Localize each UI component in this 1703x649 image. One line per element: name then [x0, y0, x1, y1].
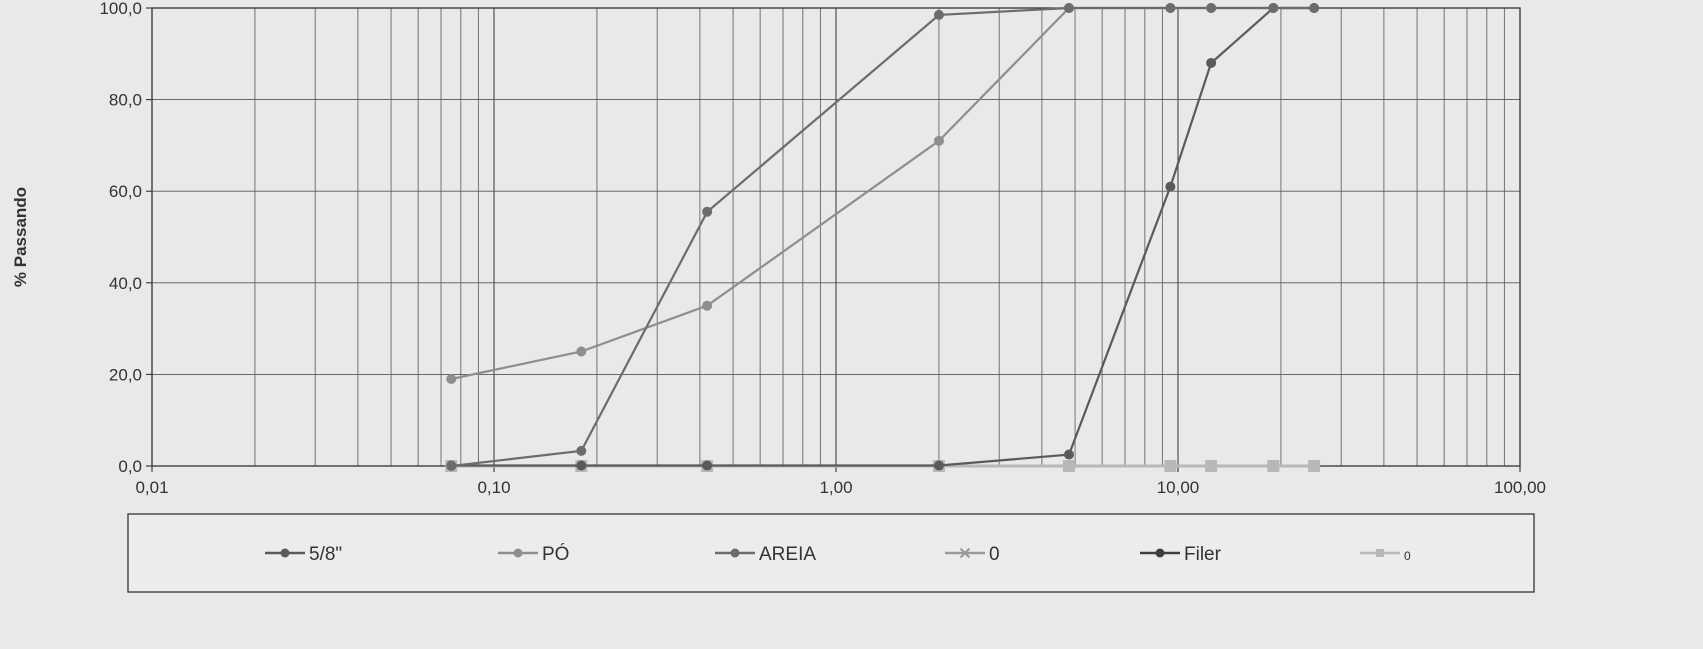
data-point — [959, 547, 971, 559]
legend-label: 0 — [1404, 549, 1411, 563]
grid — [152, 7, 1520, 466]
legend-label: 5/8" — [309, 544, 342, 565]
data-point — [1165, 3, 1176, 13]
data-point-stroke — [959, 547, 971, 559]
data-point — [702, 300, 713, 311]
legend-entry: 5/8" — [265, 544, 342, 565]
data-point — [1376, 549, 1384, 557]
y-tick-label: 20,0 — [109, 365, 142, 384]
x-tick-label: 1,00 — [819, 478, 852, 497]
y-tick-label: 100,0 — [99, 0, 142, 18]
data-point — [1205, 460, 1218, 472]
data-point — [513, 548, 523, 558]
legend-entry: Filer — [1140, 544, 1222, 565]
data-point — [1164, 460, 1177, 472]
legend-label: PÓ — [542, 543, 569, 565]
legend-label: AREIA — [759, 544, 816, 565]
y-tick-label: 80,0 — [109, 91, 142, 110]
data-point — [933, 135, 944, 146]
data-point — [1165, 181, 1176, 192]
legend — [127, 513, 1535, 593]
x-tick-label: 0,01 — [135, 478, 168, 497]
y-tick-label: 40,0 — [109, 274, 142, 293]
data-point — [933, 460, 944, 471]
data-point — [1206, 3, 1217, 13]
data-point — [1063, 449, 1074, 460]
data-point — [702, 206, 713, 217]
data-point — [1308, 460, 1321, 472]
data-point — [933, 9, 944, 20]
data-point — [576, 445, 587, 456]
data-point — [1155, 548, 1165, 558]
legend-label: Filer — [1184, 544, 1222, 565]
data-point — [1268, 3, 1279, 13]
legend-label: 0 — [989, 544, 1000, 565]
data-point — [446, 461, 457, 471]
legend-entry: AREIA — [715, 544, 816, 565]
data-point — [576, 346, 587, 357]
data-point — [446, 373, 457, 384]
series-2 — [446, 3, 1320, 471]
legend-entry: 0 — [1360, 549, 1411, 563]
data-point — [576, 460, 587, 471]
legend-entries: 5/8" PÓ AREIA 0 Filer 0 — [265, 543, 1411, 565]
data-point — [1267, 460, 1280, 472]
legend-entry: 0 — [945, 544, 1000, 565]
y-tick-label: 60,0 — [109, 182, 142, 201]
x-tick-label: 100,00 — [1494, 478, 1546, 497]
data-point — [1206, 57, 1217, 68]
axis-ticks: 0,0 20,0 40,0 60,0 80,0 100,0 0,01 0,10 1,00 10,0… — [99, 0, 1546, 497]
y-tick-label: 0,0 — [118, 457, 142, 476]
data-point — [1309, 3, 1320, 13]
y-axis-label: % Passando — [11, 187, 30, 287]
x-tick-label: 0,10 — [477, 478, 510, 497]
data-series — [445, 3, 1321, 472]
data-point — [280, 548, 290, 558]
data-point — [1063, 3, 1074, 13]
legend-entry: PÓ — [498, 543, 569, 565]
data-point — [702, 460, 713, 471]
data-point — [730, 548, 740, 558]
data-point — [1062, 460, 1075, 472]
x-tick-label: 10,00 — [1157, 478, 1200, 497]
